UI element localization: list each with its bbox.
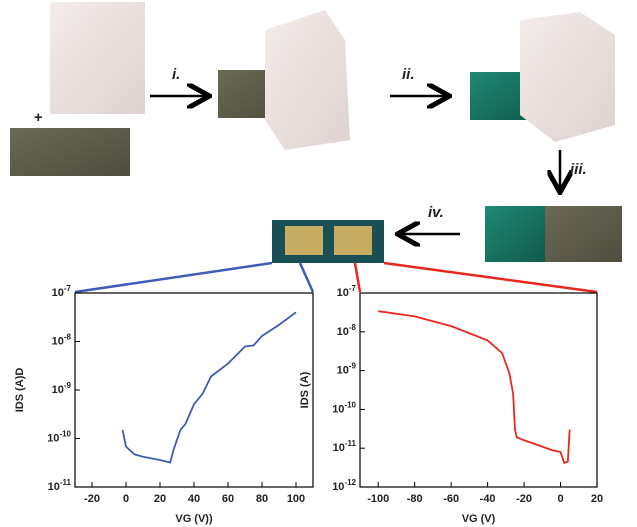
x-tick-label: 40 (188, 493, 200, 505)
x-tick-label: 100 (287, 493, 305, 505)
y-axis-label: IDS (A)D (14, 368, 26, 413)
pdms-block (265, 10, 350, 150)
step-label: i. (172, 66, 180, 83)
x-tick-label: -60 (443, 493, 459, 505)
plus-sign: + (34, 109, 43, 126)
x-tick-label: 20 (154, 493, 166, 505)
x-tick-label: -20 (516, 493, 532, 505)
pdms-block (520, 12, 615, 142)
connector (300, 263, 313, 292)
substrate (10, 128, 130, 176)
pdms-block (50, 2, 145, 114)
substrate (485, 206, 545, 262)
y-tick-label: 10-7 (52, 284, 72, 299)
x-tick-label: 0 (557, 493, 563, 505)
y-tick-label: 10-10 (47, 430, 71, 445)
substrate (545, 206, 622, 262)
x-tick-label: 80 (256, 493, 268, 505)
electrode (285, 226, 323, 255)
x-tick-label: 20 (591, 493, 603, 505)
y-tick-label: 10-11 (333, 439, 357, 454)
x-axis-label: VG (V) (462, 513, 496, 525)
plot-frame (360, 293, 597, 487)
connector (75, 263, 272, 292)
y-axis-label: IDS (A) (299, 371, 311, 408)
connector (384, 263, 597, 292)
y-tick-label: 10-7 (337, 284, 357, 299)
y-tick-label: 10-8 (52, 333, 72, 348)
step-label: ii. (402, 66, 415, 83)
y-tick-label: 10-10 (332, 401, 356, 416)
electrode (334, 226, 372, 255)
y-tick-label: 10-9 (52, 381, 72, 396)
x-tick-label: 0 (123, 493, 129, 505)
y-tick-label: 10-8 (337, 323, 357, 338)
x-tick-label: -40 (480, 493, 496, 505)
plot-frame (75, 293, 313, 487)
x-tick-label: -80 (407, 493, 423, 505)
x-axis-label: VG (V)) (175, 513, 213, 525)
y-tick-label: 10-11 (48, 478, 72, 493)
x-tick-label: -100 (367, 493, 389, 505)
data-line (123, 312, 296, 462)
x-tick-label: 60 (222, 493, 234, 505)
step-label: iv. (428, 204, 444, 221)
data-line (378, 311, 569, 463)
y-tick-label: 10-12 (332, 478, 356, 493)
figure: + i. ii. iii. iv. -20 0 20 40 60 80 100 10-11 10… (0, 0, 637, 527)
x-tick-label: -20 (84, 493, 100, 505)
step-label: iii. (570, 161, 587, 178)
y-tick-label: 10-9 (337, 362, 357, 377)
